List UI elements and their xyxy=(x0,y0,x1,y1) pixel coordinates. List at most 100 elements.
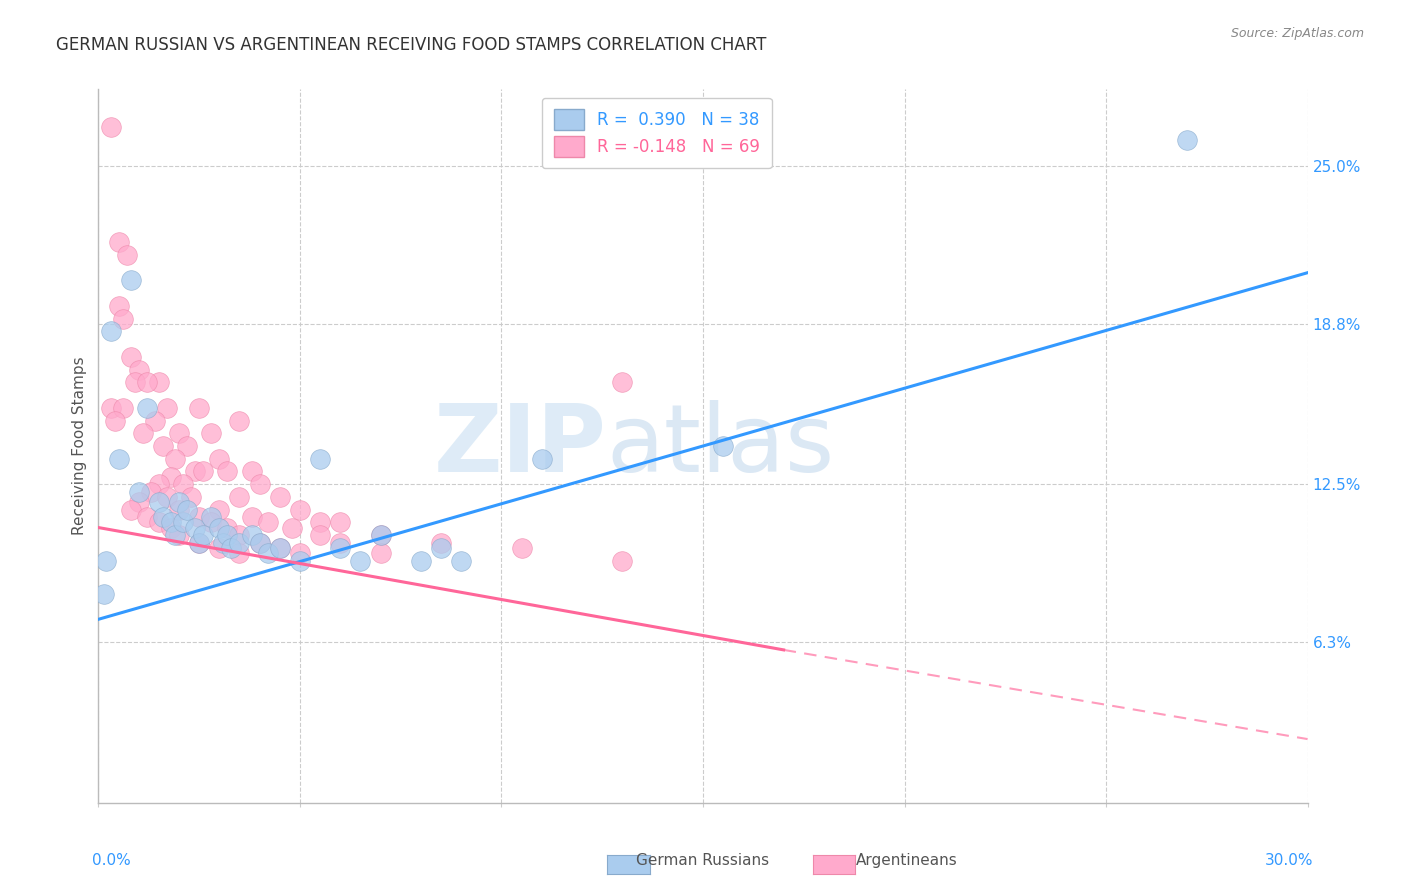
Point xyxy=(370,528,392,542)
Point xyxy=(430,536,453,550)
Point xyxy=(370,528,392,542)
Point xyxy=(115,248,138,262)
Point xyxy=(135,376,157,390)
Point xyxy=(148,376,170,390)
Point xyxy=(228,413,250,427)
Point xyxy=(217,465,239,479)
Text: atlas: atlas xyxy=(606,400,835,492)
Point xyxy=(120,273,142,287)
Point xyxy=(176,502,198,516)
Point xyxy=(612,554,634,568)
Point xyxy=(228,546,250,560)
Point xyxy=(208,502,231,516)
Point xyxy=(172,516,194,530)
Point xyxy=(430,541,453,555)
Point xyxy=(1175,133,1198,147)
Point xyxy=(135,510,157,524)
Point xyxy=(309,451,332,466)
Point xyxy=(329,541,352,555)
Point xyxy=(124,376,146,390)
Text: Argentineans: Argentineans xyxy=(856,854,957,868)
Point xyxy=(409,554,432,568)
Point xyxy=(188,536,211,550)
Point xyxy=(200,516,222,530)
Point xyxy=(217,528,239,542)
Point xyxy=(96,554,118,568)
Point xyxy=(228,490,250,504)
Point xyxy=(309,528,332,542)
Point xyxy=(256,516,278,530)
Point xyxy=(188,401,211,415)
Point xyxy=(167,426,190,441)
Point xyxy=(163,528,186,542)
Point xyxy=(128,495,150,509)
Point xyxy=(100,401,122,415)
Point xyxy=(193,465,215,479)
Point xyxy=(103,413,125,427)
Point xyxy=(281,520,304,534)
Point xyxy=(288,554,311,568)
Point xyxy=(510,541,533,555)
Point xyxy=(156,401,179,415)
Point xyxy=(148,495,170,509)
Point xyxy=(139,484,162,499)
Point xyxy=(240,510,263,524)
Y-axis label: Receiving Food Stamps: Receiving Food Stamps xyxy=(72,357,87,535)
Point xyxy=(530,451,553,466)
Point xyxy=(612,376,634,390)
Text: Source: ZipAtlas.com: Source: ZipAtlas.com xyxy=(1230,27,1364,40)
Point xyxy=(208,541,231,555)
Point xyxy=(172,477,194,491)
Point xyxy=(193,528,215,542)
Point xyxy=(167,495,190,509)
Point xyxy=(288,502,311,516)
Point xyxy=(240,528,263,542)
Point xyxy=(107,299,129,313)
Point xyxy=(184,465,207,479)
Point xyxy=(167,528,190,542)
Point xyxy=(180,490,202,504)
Point xyxy=(132,426,155,441)
Point xyxy=(120,350,142,364)
Point xyxy=(160,520,183,534)
Point xyxy=(184,520,207,534)
Point xyxy=(160,516,183,530)
Point xyxy=(128,362,150,376)
Point xyxy=(212,536,235,550)
Point xyxy=(160,469,183,483)
Point xyxy=(100,120,122,135)
Point xyxy=(329,536,352,550)
Point xyxy=(107,235,129,249)
Point xyxy=(176,439,198,453)
Point xyxy=(349,554,371,568)
Point xyxy=(221,541,243,555)
Point xyxy=(309,516,332,530)
Point xyxy=(240,465,263,479)
Point xyxy=(128,484,150,499)
Point xyxy=(711,439,734,453)
Point xyxy=(256,546,278,560)
Point xyxy=(163,451,186,466)
Point xyxy=(148,477,170,491)
Point xyxy=(329,516,352,530)
Point xyxy=(167,502,190,516)
Point xyxy=(143,413,166,427)
Point xyxy=(249,536,271,550)
Text: 30.0%: 30.0% xyxy=(1265,853,1313,868)
Point xyxy=(228,536,250,550)
Point xyxy=(135,401,157,415)
Point xyxy=(200,426,222,441)
Point xyxy=(217,520,239,534)
Point xyxy=(107,451,129,466)
Point xyxy=(120,502,142,516)
Point xyxy=(188,510,211,524)
Point xyxy=(111,311,134,326)
Text: ZIP: ZIP xyxy=(433,400,606,492)
Point xyxy=(111,401,134,415)
Point xyxy=(208,520,231,534)
Text: German Russians: German Russians xyxy=(637,854,769,868)
Point xyxy=(152,510,174,524)
Point xyxy=(370,546,392,560)
Point xyxy=(269,490,291,504)
Point xyxy=(269,541,291,555)
